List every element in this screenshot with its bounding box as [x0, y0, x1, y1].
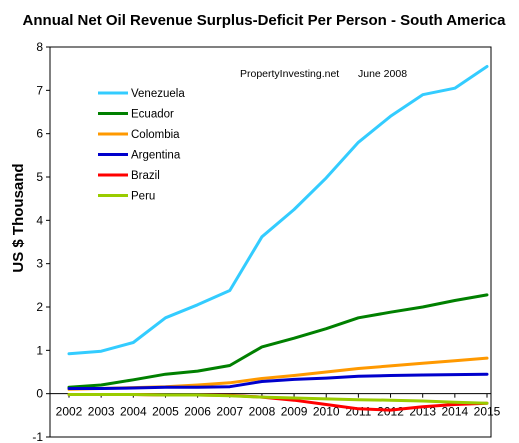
x-tick-label: 2007: [216, 405, 243, 419]
y-tick-label: 3: [36, 257, 43, 271]
x-tick-label: 2010: [313, 405, 340, 419]
series-line-ecuador: [67, 293, 489, 389]
legend-label-argentina: Argentina: [131, 150, 181, 162]
legend-label-ecuador: Ecuador: [131, 109, 174, 121]
legend-label-colombia: Colombia: [131, 129, 180, 141]
y-tick-label: 2: [36, 300, 43, 314]
source-annotation: PropertyInvesting.net: [240, 68, 339, 80]
chart-title: Annual Net Oil Revenue Surplus-Deficit P…: [23, 12, 507, 29]
legend-label-brazil: Brazil: [131, 170, 160, 182]
y-tick-label: 4: [36, 213, 43, 227]
x-tick-label: 2012: [377, 405, 404, 419]
series-line-peru: [67, 393, 489, 405]
x-tick-label: 2004: [120, 405, 147, 419]
x-tick-label: 2008: [249, 405, 276, 419]
x-tick-label: 2005: [152, 405, 179, 419]
y-tick-label: 6: [36, 127, 43, 141]
y-tick-label: 0: [36, 387, 43, 401]
series-line-venezuela: [67, 65, 489, 356]
y-tick-label: -1: [32, 430, 43, 443]
x-tick-label: 2014: [441, 405, 468, 419]
x-tick-label: 2003: [88, 405, 115, 419]
x-tick-label: 2015: [474, 405, 501, 419]
x-tick-label: 2006: [184, 405, 211, 419]
y-tick-label: 8: [36, 40, 43, 54]
plot-area: -1 0 1 2 3 4 5 6 7 8 2002 2003 2004 2005 2006 2007 2008 2…: [32, 40, 500, 443]
x-tick-label: 2002: [56, 405, 83, 419]
legend-label-venezuela: Venezuela: [131, 88, 185, 100]
legend: Venezuela Ecuador Colombia Argentina Brazil P…: [98, 88, 185, 203]
y-tick-label: 1: [36, 343, 43, 357]
y-tick-label: 7: [36, 83, 43, 97]
legend-label-peru: Peru: [131, 191, 155, 203]
plot-frame: [49, 46, 492, 438]
y-tick-label: 5: [36, 170, 43, 184]
series-line-argentina: [67, 372, 489, 390]
x-tick-label: 2009: [281, 405, 308, 419]
date-annotation: June 2008: [358, 68, 407, 80]
y-axis-label: US $ Thousand: [10, 163, 27, 272]
